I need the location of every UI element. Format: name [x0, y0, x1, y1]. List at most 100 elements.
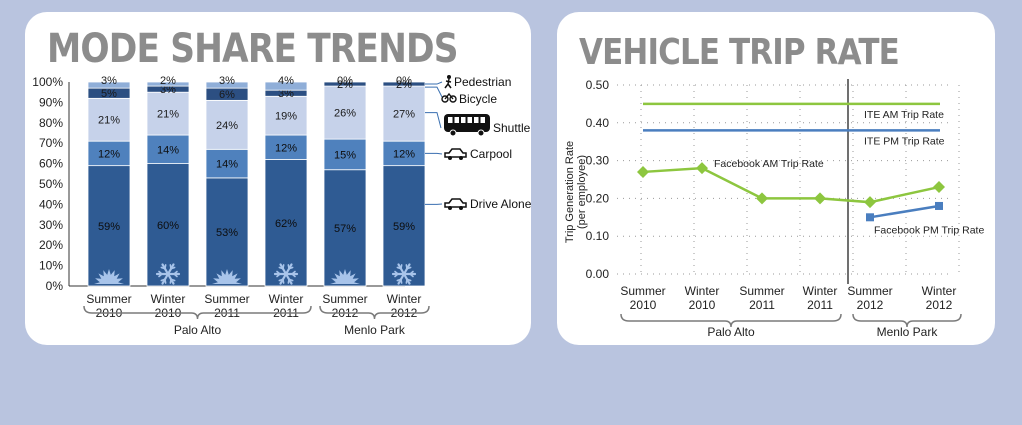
- data-label-carpool: 12%: [98, 148, 120, 160]
- x-tick-label: 2012: [857, 298, 884, 312]
- legend-connector: [425, 86, 443, 98]
- x-tick-label: Summer: [86, 292, 131, 306]
- y-tick-label: 0.40: [586, 116, 610, 130]
- x-tick-label: Summer: [204, 292, 249, 306]
- mode-share-panel: MODE SHARE TRENDS 0% 10% 20% 30% 40% 50% 60% 70…: [25, 12, 532, 345]
- x-tick-label: 2011: [749, 298, 775, 312]
- group-brace: [620, 313, 842, 328]
- data-label-drive-alone: 53%: [216, 227, 238, 239]
- y-tick-label: 70%: [39, 136, 63, 150]
- bar-drive-alone: [87, 165, 131, 287]
- bar-carpool: [382, 140, 426, 167]
- trip-rate-title: VEHICLE TRIP RATE: [579, 32, 900, 73]
- data-label-pedestrian: 3%: [101, 75, 117, 87]
- x-tick-label: 2010: [630, 298, 657, 312]
- y-tick-label: 100%: [32, 75, 63, 89]
- snowflake-icon: [273, 263, 299, 285]
- pm-data-point: [935, 201, 943, 210]
- x-tick-label: Summer: [739, 284, 784, 298]
- x-tick-label: Winter: [803, 284, 838, 298]
- am-data-point: [814, 192, 826, 205]
- x-tick-label: 2011: [807, 298, 833, 312]
- legend-connector: [425, 152, 443, 155]
- x-tick-label: 2010: [689, 298, 716, 312]
- data-label-shuttle: 27%: [393, 109, 415, 121]
- x-tick-label: Winter: [269, 292, 304, 306]
- ite-am-label: ITE AM Trip Rate: [864, 109, 944, 121]
- carpool-car-icon: [444, 148, 467, 160]
- sun-icon: [94, 269, 124, 284]
- bar-carpool: [205, 148, 249, 179]
- y-axis-label: (per employee): [576, 155, 588, 229]
- data-label-drive-alone: 59%: [393, 221, 415, 233]
- bar-drive-alone: [146, 163, 190, 287]
- data-label-shuttle: 24%: [216, 120, 238, 132]
- data-label-bicycle: 3%: [278, 88, 294, 100]
- group-label: Menlo Park: [344, 323, 406, 337]
- bar-pedestrian: [205, 81, 249, 89]
- pedestrian-icon: [444, 75, 452, 89]
- am-data-point: [864, 196, 876, 209]
- snowflake-icon: [391, 263, 417, 285]
- group-label: Palo Alto: [174, 323, 222, 337]
- data-label-bicycle: 2%: [396, 79, 412, 91]
- y-tick-label: 0.20: [586, 191, 610, 205]
- data-label-pedestrian: 4%: [278, 75, 294, 87]
- bar-pedestrian: [146, 81, 190, 87]
- y-tick-label: 30%: [39, 218, 63, 232]
- data-label-shuttle: 26%: [334, 108, 356, 120]
- facebook-pm-trip-rate-line: [869, 204, 940, 219]
- bar-drive-alone: [382, 165, 426, 287]
- group-label: Palo Alto: [707, 325, 755, 339]
- ite-pm-label: ITE PM Trip Rate: [864, 135, 945, 147]
- x-tick-label: Summer: [322, 292, 367, 306]
- bar-pedestrian: [264, 81, 308, 91]
- group-brace: [852, 313, 962, 328]
- data-label-shuttle: 21%: [157, 109, 179, 121]
- y-tick-label: 0.10: [586, 229, 610, 243]
- data-label-carpool: 12%: [393, 148, 415, 160]
- x-tick-label: Winter: [387, 292, 422, 306]
- group-brace: [83, 305, 312, 320]
- y-tick-label: 0.50: [586, 78, 610, 92]
- y-tick-label: 0%: [46, 279, 64, 293]
- y-tick-label: 90%: [39, 95, 63, 109]
- data-label-drive-alone: 59%: [98, 221, 120, 233]
- y-tick-label: 20%: [39, 238, 63, 252]
- x-tick-label: Winter: [685, 284, 720, 298]
- legend-label-shuttle: Shuttle: [493, 121, 531, 135]
- y-tick-label: 0.00: [586, 267, 610, 281]
- bar-carpool: [146, 134, 190, 165]
- data-label-bicycle: 6%: [219, 89, 235, 101]
- am-data-point: [756, 192, 768, 205]
- legend-label-bicycle: Bicycle: [459, 92, 497, 106]
- trip-rate-panel: VEHICLE TRIP RATE 0.00 0.10 0.20 0.30 0.40 0.…: [557, 12, 995, 345]
- legend-label-pedestrian: Pedestrian: [454, 75, 511, 89]
- data-label-drive-alone: 57%: [334, 223, 356, 235]
- bar-pedestrian: [87, 81, 131, 89]
- drive-alone-car-icon: [444, 198, 467, 210]
- bar-shuttle: [264, 95, 308, 136]
- bar-shuttle: [323, 85, 367, 140]
- bar-shuttle: [205, 99, 249, 150]
- am-data-point: [637, 165, 649, 178]
- sun-icon: [330, 269, 360, 284]
- bar-shuttle: [382, 85, 426, 142]
- mode-share-title: MODE SHARE TRENDS: [47, 26, 458, 72]
- snowflake-icon: [155, 263, 181, 285]
- legend-connector: [425, 112, 442, 129]
- y-tick-label: 80%: [39, 116, 63, 130]
- data-label-bicycle: 5%: [101, 88, 117, 100]
- pm-data-point: [866, 213, 874, 222]
- group-label: Menlo Park: [877, 325, 939, 339]
- data-label-carpool: 14%: [157, 144, 179, 156]
- am-data-point: [696, 162, 708, 175]
- bar-bicycle: [323, 81, 367, 87]
- bicycle-icon: [441, 92, 457, 103]
- y-tick-label: 0.30: [586, 154, 610, 168]
- data-label-drive-alone: 60%: [157, 220, 179, 232]
- shuttle-bus-icon: [444, 114, 490, 137]
- data-label-drive-alone: 62%: [275, 218, 297, 230]
- data-label-pedestrian: 0%: [396, 75, 412, 87]
- bar-drive-alone: [323, 169, 367, 287]
